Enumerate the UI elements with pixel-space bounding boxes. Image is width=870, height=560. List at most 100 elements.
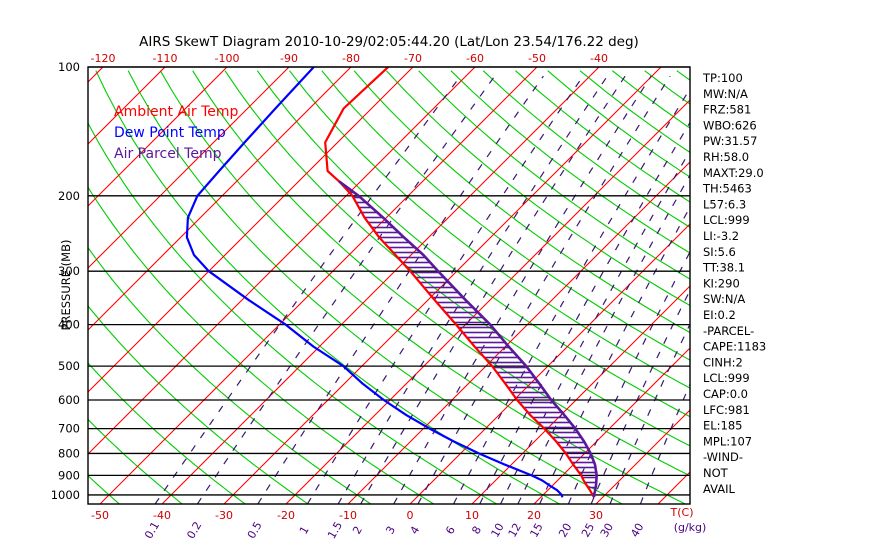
- mixing-ratio-line: [393, 75, 652, 504]
- mixing-ratio-line: [196, 75, 496, 504]
- mixing-ratio-lines: [154, 75, 690, 504]
- pressure-tick-label: 300: [58, 264, 80, 278]
- stat-wind-1: NOT: [703, 466, 729, 480]
- dry-adiabat-line: [418, 70, 690, 280]
- mixing-ratio-tick-label: 15: [528, 521, 546, 540]
- dry-adiabat-line: [127, 70, 623, 504]
- mixing-ratio-tick-label: 40: [628, 521, 646, 540]
- bottom-temp-tick-label: -20: [277, 509, 295, 522]
- mixing-ratio-tick-label: 12: [506, 521, 524, 540]
- isotherm-line: [88, 67, 228, 207]
- top-temp-tick-label: -50: [528, 52, 546, 65]
- mixing-ratio-line: [639, 382, 690, 504]
- stat-li: LI:-3.2: [703, 229, 739, 243]
- curve-air-parcel-temp: [338, 180, 598, 498]
- dry-adiabat-line: [450, 70, 690, 254]
- bottom-temp-tick-label: 0: [407, 509, 414, 522]
- background-gridlines: [0, 70, 690, 504]
- dry-adiabat-line: [289, 70, 690, 389]
- mixing-ratio-tick-label: 8: [469, 524, 484, 537]
- pressure-tick-label: 200: [58, 189, 80, 203]
- stat-lfc: LFC:981: [703, 403, 750, 417]
- dry-adiabat-line: [0, 71, 57, 504]
- top-temp-tick-label: -110: [153, 52, 178, 65]
- mixing-ratio-line: [479, 121, 690, 504]
- mixing-ratio-tick-label: 6: [443, 524, 458, 537]
- isotherm-line: [88, 67, 476, 455]
- dry-adiabat-line: [88, 305, 309, 504]
- cape-area: [339, 181, 597, 491]
- isotherm-line: [471, 285, 690, 504]
- stat-l57: L57:6.3: [703, 197, 746, 211]
- isotherm-line: [595, 409, 690, 504]
- dry-adiabat-line: [88, 418, 183, 504]
- y-axis-title: PRESSURE (MB): [59, 240, 73, 331]
- mixing-ratio-tick-label: 30: [598, 521, 616, 540]
- mixing-ratio-line: [590, 288, 690, 504]
- stat-si: SI:5.6: [703, 245, 736, 259]
- top-temp-tick-label: -70: [404, 52, 422, 65]
- mixing-ratio-tick-label: 25: [579, 521, 597, 540]
- top-temp-tick-label: -80: [342, 52, 360, 65]
- mixing-ratio-line: [360, 75, 626, 504]
- stat-sw: SW:N/A: [703, 292, 745, 306]
- bottom-temp-tick-label: 20: [527, 509, 541, 522]
- dry-adiabat-line: [88, 186, 435, 504]
- mixing-ratio-tick-label: 0.1: [142, 519, 162, 541]
- pressure-tick-label: 400: [58, 318, 80, 332]
- stat-ki: KI:290: [703, 276, 740, 290]
- stat-maxt: MAXT:29.0: [703, 166, 764, 180]
- stat-mw: MW:N/A: [703, 87, 748, 101]
- dry-adiabat-line: [321, 70, 690, 361]
- dry-adiabat-line: [88, 121, 497, 504]
- stat-lcl: LCL:999: [703, 213, 750, 227]
- isotherm-line: [88, 67, 352, 331]
- dry-adiabat-line: [385, 70, 690, 307]
- sounding-curves: [185, 67, 598, 498]
- isotherm-line: [347, 161, 690, 504]
- top-temp-tick-label: -40: [590, 52, 608, 65]
- chart-legend: Ambient Air Temp Dew Point Temp Air Parcel…: [114, 104, 239, 162]
- stat-cape: CAPE:1183: [703, 340, 766, 354]
- pressure-tick-label: 500: [58, 359, 80, 373]
- mixing-ratio-line: [539, 205, 690, 504]
- plot-frame: [87, 66, 691, 505]
- mixing-ratio-tick-label: 10: [488, 521, 506, 540]
- stat-ei: EI:0.2: [703, 308, 736, 322]
- isotherm-line: [0, 67, 41, 504]
- mixing-ratio-line: [609, 322, 690, 504]
- mixing-ratio-tick-label: 1.5: [325, 519, 345, 541]
- legend-item-ambient-air-temp: Ambient Air Temp: [114, 104, 239, 120]
- page-title: AIRS SkewT Diagram 2010-10-29/02:05:44.2…: [139, 34, 639, 50]
- bottom-temperature-axis-labels: -50 -40 -30 -20 -10 0 10 20 30: [91, 509, 603, 522]
- dry-adiabat-line: [224, 70, 690, 447]
- curve-dew-point-temp: [185, 67, 564, 498]
- top-temp-tick-label: -60: [466, 52, 484, 65]
- pressure-tick-label: 100: [58, 60, 80, 74]
- isotherm-line: [88, 67, 166, 145]
- bottom-temp-tick-label: -40: [153, 509, 171, 522]
- stat-rh: RH:58.0: [703, 150, 749, 164]
- mixing-ratio-line: [417, 75, 671, 504]
- x-axis-title-temp: T(C): [670, 506, 694, 519]
- mixing-ratio-tick-label: 4: [408, 524, 423, 537]
- isotherm-line: [533, 347, 690, 504]
- mixing-ratio-line: [500, 149, 690, 504]
- top-temperature-axis-labels: -120 -110 -100 -90 -80 -70 -60 -50 -40: [91, 52, 608, 65]
- mixing-ratio-line: [257, 75, 544, 504]
- isotherm-line: [88, 67, 290, 269]
- stat-th: TH:5463: [702, 182, 752, 196]
- isotherm-line: [88, 67, 414, 393]
- pressure-tick-label: 800: [58, 446, 80, 460]
- stat-cinh: CINH:2: [703, 355, 743, 369]
- mixing-ratio-line: [337, 75, 608, 504]
- stat-pw: PW:31.57: [703, 134, 757, 148]
- mixing-ratio-axis-labels: 0.1 0.2 0.5 1 1.5 2 3 4 6 8 10 12 15 20 25 30 40: [142, 519, 646, 541]
- pressure-axis-labels: 100 200 300 400 500 600 700 800 900 1000: [51, 60, 80, 502]
- legend-item-dew-point-temp: Dew Point Temp: [114, 125, 226, 141]
- mixing-ratio-tick-label: 3: [383, 524, 398, 537]
- isotherm-line: [99, 67, 538, 504]
- cape-shaded-region: [339, 181, 597, 491]
